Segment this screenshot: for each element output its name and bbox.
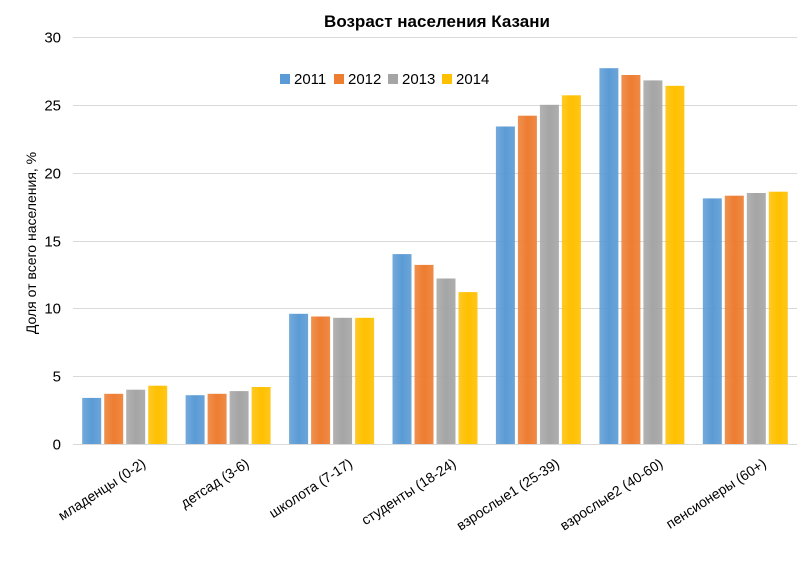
bar-2011-6 (702, 198, 722, 444)
bar-2014-0 (148, 385, 168, 444)
bar-2012-2 (311, 316, 331, 444)
legend-swatch (388, 74, 398, 84)
bar-2012-5 (621, 75, 641, 444)
bar-2014-6 (768, 191, 788, 444)
bar-2012-1 (207, 393, 227, 444)
bar-2013-1 (229, 391, 249, 444)
bar-2011-5 (599, 68, 619, 444)
bar-2011-4 (495, 126, 515, 444)
bar-2011-2 (289, 313, 309, 444)
bar-2014-3 (458, 292, 478, 444)
chart-title: Возраст населения Казани (324, 12, 550, 31)
gridlines (73, 37, 797, 445)
bar-2012-0 (104, 393, 124, 444)
legend-swatch (442, 74, 452, 84)
y-tick-label: 5 (53, 369, 61, 386)
bar-2013-4 (539, 104, 559, 445)
bar-2011-0 (82, 397, 102, 444)
bar-2013-3 (436, 278, 456, 444)
bar-2014-2 (355, 317, 375, 444)
bar-2012-6 (724, 195, 744, 444)
y-tick-label: 0 (53, 437, 61, 454)
bar-2013-2 (333, 317, 353, 444)
legend-label: 2012 (348, 71, 381, 88)
category-label: детсад (3-6) (177, 455, 251, 511)
legend-label: 2013 (402, 71, 435, 88)
category-label: взрослые2 (40-60) (557, 455, 666, 533)
bar-2011-1 (185, 395, 205, 444)
bar-2012-4 (517, 115, 537, 444)
category-label: взрослые1 (25-39) (453, 455, 562, 533)
legend: 2011 2012 2013 2014 (280, 71, 489, 88)
y-tick-label: 10 (44, 301, 61, 318)
category-label: младенцы (0-2) (55, 455, 148, 523)
bar-2014-5 (665, 85, 685, 445)
category-label: студенты (18-24) (358, 455, 458, 528)
legend-label: 2014 (456, 71, 489, 88)
legend-label: 2011 (294, 71, 326, 88)
bar-2014-4 (561, 95, 581, 445)
y-tick-label: 25 (44, 98, 61, 115)
category-labels: младенцы (0-2) детсад (3-6) школота (7-17)… (55, 455, 769, 533)
y-axis-label: Доля от всего населения, % (23, 152, 39, 334)
bar-2013-6 (746, 193, 766, 444)
category-label: пенсионеры (60+) (663, 455, 769, 532)
bars (82, 68, 788, 445)
bar-2011-3 (392, 254, 412, 444)
y-tick-label: 30 (44, 30, 61, 47)
legend-swatch (280, 74, 290, 84)
legend-swatch (334, 74, 344, 84)
bar-2013-0 (126, 389, 146, 444)
y-tick-label: 20 (44, 166, 61, 183)
bar-2012-3 (414, 264, 434, 444)
category-label: школота (7-17) (266, 455, 355, 521)
bar-2013-5 (643, 80, 663, 445)
bar-2014-1 (251, 387, 271, 444)
y-tick-label: 15 (44, 234, 61, 251)
y-tick-labels: 0 5 10 15 20 25 30 (44, 30, 61, 454)
